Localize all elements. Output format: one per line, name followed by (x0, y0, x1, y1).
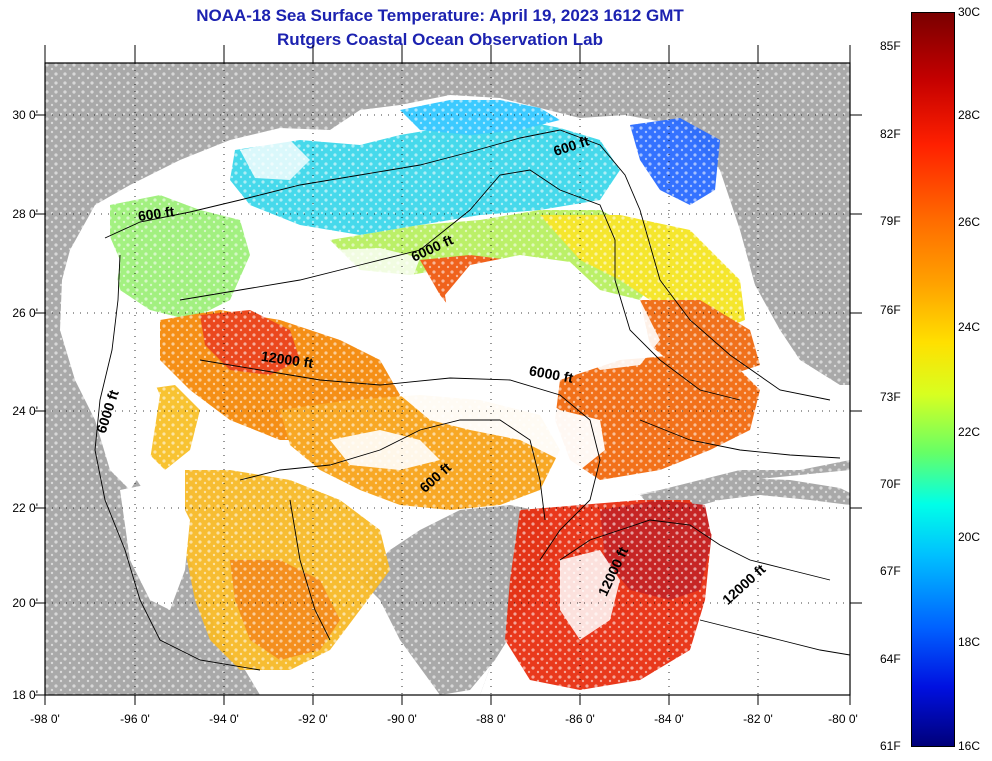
colorbar-bottom-c: 16C (958, 739, 981, 753)
contour-label: 12000 ft (260, 348, 314, 371)
colorbar-c-label: 24C (958, 320, 981, 334)
lon-label-82: -82 0' (743, 712, 773, 726)
lon-label-86: -86 0' (565, 712, 595, 726)
lat-label-20: 20 0' (12, 596, 38, 610)
contour-label: 6000 ft (528, 362, 575, 386)
lon-label-90: -90 0' (387, 712, 417, 726)
colorbar-top-c: 30C (958, 5, 981, 19)
graticule (45, 63, 850, 695)
colorbar-c-label: 18C (958, 635, 981, 649)
lon-label-84: -84 0' (654, 712, 684, 726)
colorbar-c-label: 26C (958, 215, 981, 229)
map-frame (44, 62, 851, 696)
colorbar-f-label: 79F (880, 214, 901, 228)
frame-ticks (35, 45, 862, 705)
contour-600ft-shelf (239, 419, 546, 521)
lon-label-92: -92 0' (298, 712, 328, 726)
contour-label: 600 ft (137, 203, 176, 224)
colorbar-f-label: 76F (880, 303, 901, 317)
contour-12000ft (559, 519, 831, 581)
colorbar-f-label: 82F (880, 127, 901, 141)
lat-label-18: 18 0' (12, 688, 38, 702)
contour-6000ft (94, 254, 261, 671)
contour-600ft (104, 129, 831, 401)
lon-label-94: -94 0' (209, 712, 239, 726)
contour-12000ft-south (699, 619, 850, 656)
lat-label-26: 26 0' (12, 306, 38, 320)
lat-label-22: 22 0' (12, 501, 38, 515)
contour-6000ft-east (179, 169, 741, 401)
lat-label-28: 28 0' (12, 207, 38, 221)
colorbar-f-label: 64F (880, 652, 901, 666)
lon-label-96: -96 0' (120, 712, 150, 726)
lat-label-24: 24 0' (12, 404, 38, 418)
colorbar-f-label: 61F (880, 739, 901, 753)
cloud-cover (45, 63, 850, 695)
lat-label-30: 30 0' (12, 108, 38, 122)
colorbar-f-label: 85F (880, 39, 901, 53)
lon-label-88: -88 0' (476, 712, 506, 726)
map-subtitle: Rutgers Coastal Ocean Observation Lab (277, 30, 603, 49)
lon-label-98: -98 0' (30, 712, 60, 726)
map-title: NOAA-18 Sea Surface Temperature: April 1… (196, 6, 684, 25)
colorbar-c-label: 20C (958, 530, 981, 544)
contour-deep (199, 359, 601, 561)
colorbar-f-label: 70F (880, 477, 901, 491)
colorbar-f-label: 67F (880, 564, 901, 578)
bathymetry-contours (94, 129, 850, 671)
colorbar-c-label: 22C (958, 425, 981, 439)
lon-label-80: -80 0' (828, 712, 858, 726)
temperature-colorbar (911, 12, 955, 747)
colorbar-f-label: 73F (880, 390, 901, 404)
colorbar-c-label: 28C (958, 108, 981, 122)
